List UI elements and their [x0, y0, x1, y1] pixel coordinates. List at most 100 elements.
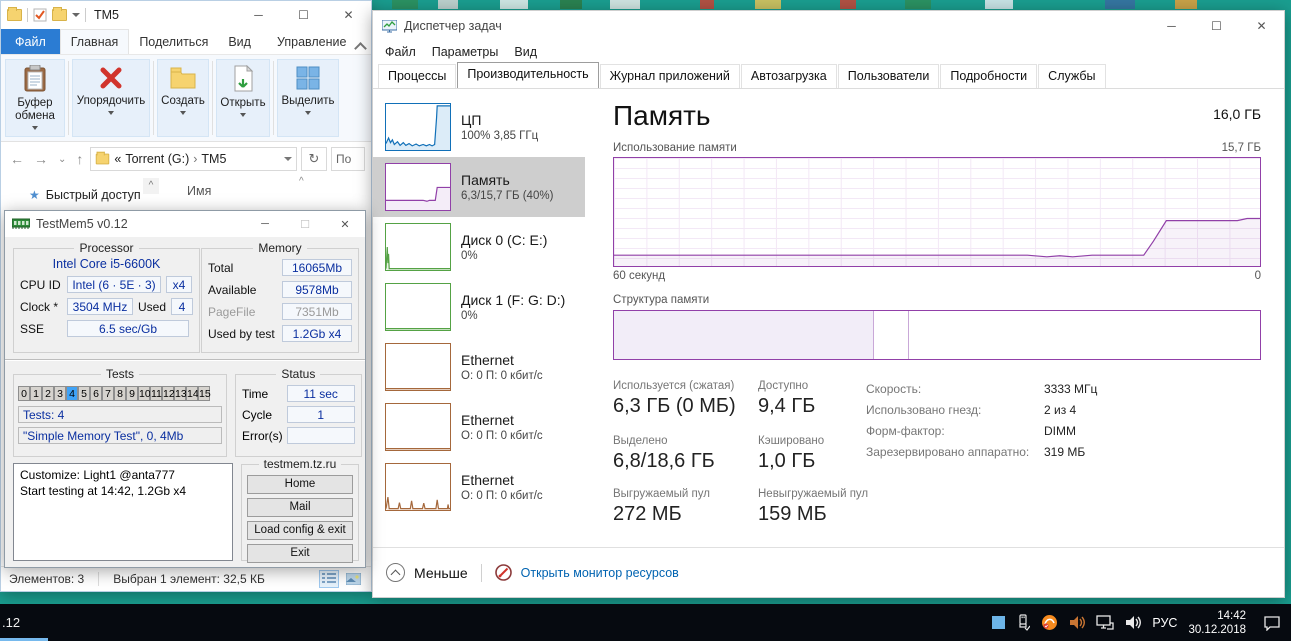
- explorer-titlebar[interactable]: TM5 ─ ☐ ✕: [1, 1, 371, 29]
- column-header-name[interactable]: Имя: [187, 184, 212, 198]
- taskbar-app-button[interactable]: .12: [0, 604, 48, 641]
- language-indicator[interactable]: РУС: [1152, 615, 1178, 630]
- audio-manager-icon[interactable]: [1069, 615, 1086, 630]
- tab-services[interactable]: Службы: [1038, 64, 1106, 88]
- test-button-10[interactable]: 10: [138, 386, 151, 401]
- current-test-box: "Simple Memory Test", 0, 4Mb: [18, 427, 222, 444]
- sidebar-item-memory[interactable]: Память 6,3/15,7 ГБ (40%): [373, 157, 585, 217]
- folder-icon[interactable]: [52, 7, 67, 21]
- checkbox-icon[interactable]: [33, 8, 47, 22]
- sidebar-item-disk0[interactable]: Диск 0 (C: E:) 0%: [373, 217, 585, 277]
- tab-app-history[interactable]: Журнал приложений: [599, 64, 740, 88]
- open-button[interactable]: Открыть: [216, 59, 270, 137]
- test-button-2[interactable]: 2: [42, 386, 54, 401]
- qat-customize-caret-icon[interactable]: [72, 13, 80, 17]
- usb-eject-icon[interactable]: [1016, 614, 1031, 631]
- close-button[interactable]: ✕: [343, 8, 354, 22]
- close-button[interactable]: ✕: [1256, 19, 1267, 33]
- collapse-ribbon-icon[interactable]: [354, 42, 368, 55]
- test-button-13[interactable]: 13: [174, 386, 187, 401]
- close-button[interactable]: ✕: [340, 218, 350, 231]
- sidebar-item-cpu[interactable]: ЦП 100% 3,85 ГГц: [373, 97, 585, 157]
- test-button-0[interactable]: 0: [18, 386, 30, 401]
- collapse-circle-icon[interactable]: [386, 563, 405, 582]
- sidebar-item-ethernet-1[interactable]: Ethernet О: 0 П: 0 кбит/с: [373, 337, 585, 397]
- taskmgr-titlebar[interactable]: Диспетчер задач ─ ☐ ✕: [373, 11, 1284, 41]
- maximize-button[interactable]: ☐: [1211, 19, 1222, 33]
- memory-usage-graph[interactable]: [613, 157, 1261, 267]
- folder-icon[interactable]: [7, 7, 22, 21]
- scrollbar-up-icon[interactable]: ^: [143, 178, 159, 194]
- sidebar-item-ethernet-3[interactable]: Ethernet О: 0 П: 0 кбит/с: [373, 457, 585, 517]
- minimize-button[interactable]: ─: [261, 218, 269, 230]
- details-view-icon[interactable]: [319, 570, 339, 588]
- tab-startup[interactable]: Автозагрузка: [740, 64, 837, 88]
- clock[interactable]: 14:42 30.12.2018: [1188, 609, 1246, 637]
- test-button-11[interactable]: 11: [150, 386, 162, 401]
- tab-view[interactable]: Вид: [228, 34, 251, 49]
- test-button-6[interactable]: 6: [90, 386, 102, 401]
- memory-composition-bar[interactable]: [613, 310, 1261, 360]
- volume-icon[interactable]: [1125, 615, 1142, 630]
- test-button-12[interactable]: 12: [162, 386, 175, 401]
- test-button-8[interactable]: 8: [114, 386, 126, 401]
- used-value: 4: [171, 298, 194, 315]
- sidebar-item-quick-access[interactable]: ★ Быстрый доступ: [29, 188, 141, 202]
- tab-performance[interactable]: Производительность: [457, 62, 599, 88]
- test-button-14[interactable]: 14: [186, 386, 199, 401]
- back-icon[interactable]: ←: [10, 151, 24, 167]
- minimize-button[interactable]: ─: [254, 8, 263, 22]
- breadcrumb-folder[interactable]: TM5: [201, 152, 227, 166]
- mail-button[interactable]: Mail: [247, 498, 353, 517]
- tray-app-icon[interactable]: [992, 616, 1006, 629]
- minimize-button[interactable]: ─: [1167, 19, 1176, 33]
- home-button[interactable]: Home: [247, 475, 353, 494]
- tab-home[interactable]: Главная: [59, 29, 130, 54]
- test-button-4[interactable]: 4: [66, 386, 78, 401]
- search-input[interactable]: По: [331, 147, 365, 171]
- tab-manage[interactable]: Управление: [276, 34, 347, 49]
- load-config-exit-button[interactable]: Load config & exit: [247, 521, 353, 540]
- organize-button[interactable]: Упорядочить: [72, 59, 150, 137]
- quick-access-label: Быстрый доступ: [45, 188, 141, 202]
- test-button-15[interactable]: 15: [198, 386, 211, 401]
- maximize-button[interactable]: ☐: [298, 8, 309, 22]
- history-caret-icon[interactable]: ⌄: [58, 153, 67, 165]
- test-button-1[interactable]: 1: [30, 386, 42, 401]
- test-button-5[interactable]: 5: [78, 386, 90, 401]
- exit-button[interactable]: Exit: [247, 544, 353, 563]
- action-center-icon[interactable]: [1263, 615, 1281, 631]
- avast-antivirus-icon[interactable]: [1041, 614, 1058, 631]
- forward-icon[interactable]: →: [34, 151, 48, 167]
- tab-file[interactable]: Файл: [1, 29, 60, 54]
- address-dropdown-icon[interactable]: [284, 157, 292, 161]
- new-button[interactable]: Создать: [157, 59, 209, 137]
- address-input[interactable]: « Torrent (G:) › TM5: [90, 147, 297, 171]
- tab-processes[interactable]: Процессы: [378, 64, 457, 88]
- test-button-7[interactable]: 7: [102, 386, 114, 401]
- up-icon[interactable]: ↑: [76, 151, 84, 167]
- thumbnail-view-icon[interactable]: [343, 570, 363, 588]
- open-resource-monitor-link[interactable]: Открыть монитор ресурсов: [520, 565, 679, 580]
- refresh-button[interactable]: ↻: [301, 147, 327, 171]
- tab-details[interactable]: Подробности: [940, 64, 1038, 88]
- sidebar-item-disk1[interactable]: Диск 1 (F: G: D:) 0%: [373, 277, 585, 337]
- sort-caret-icon[interactable]: ^: [299, 176, 304, 187]
- breadcrumb-drive[interactable]: Torrent (G:): [125, 152, 190, 166]
- log-box[interactable]: Customize: Light1 @anta777 Start testing…: [13, 463, 233, 561]
- status-selection: Выбран 1 элемент: 32,5 КБ: [113, 572, 265, 586]
- less-details-button[interactable]: Меньше: [414, 564, 468, 581]
- test-button-3[interactable]: 3: [54, 386, 66, 401]
- menu-view[interactable]: Вид: [514, 45, 537, 59]
- maximize-button[interactable]: ☐: [300, 218, 310, 231]
- network-icon[interactable]: [1096, 615, 1115, 630]
- select-button[interactable]: Выделить: [277, 59, 339, 137]
- clipboard-button[interactable]: Буфер обмена: [5, 59, 65, 137]
- test-button-9[interactable]: 9: [126, 386, 138, 401]
- sidebar-item-ethernet-2[interactable]: Ethernet О: 0 П: 0 кбит/с: [373, 397, 585, 457]
- menu-file[interactable]: Файл: [385, 45, 416, 59]
- tab-users[interactable]: Пользователи: [837, 64, 940, 88]
- testmem5-titlebar[interactable]: TestMem5 v0.12 ─ ☐ ✕: [5, 211, 365, 237]
- menu-options[interactable]: Параметры: [431, 45, 499, 59]
- tab-share[interactable]: Поделиться: [139, 34, 209, 49]
